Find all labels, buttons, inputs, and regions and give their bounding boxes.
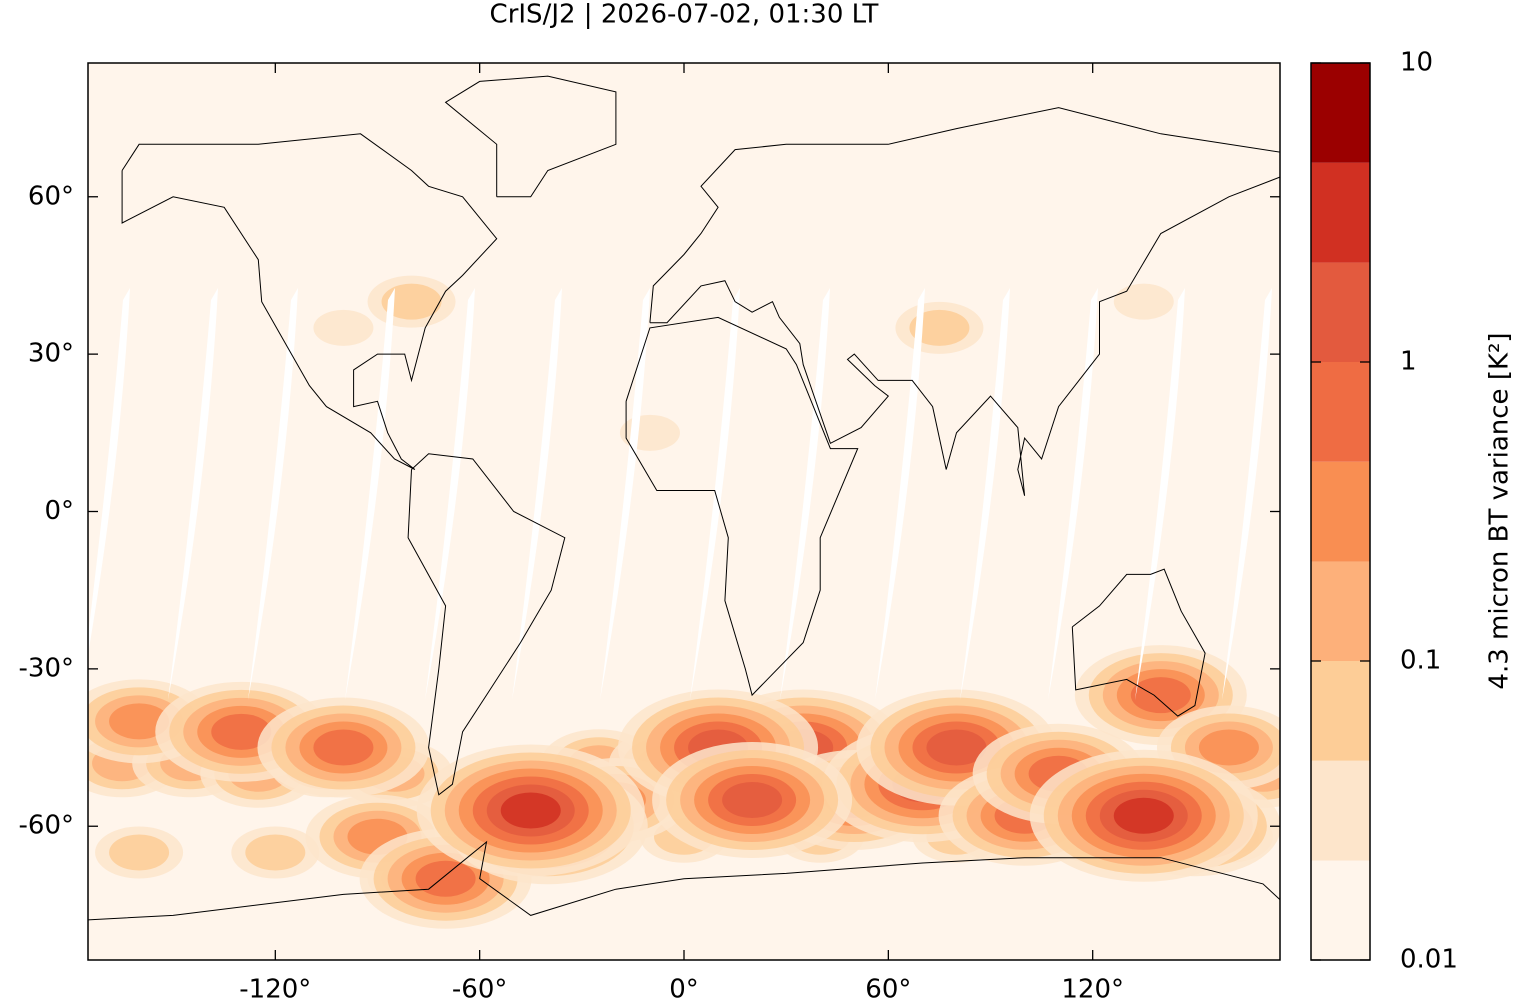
colorbar-label: 4.3 micron BT variance [K²] (1485, 332, 1515, 689)
swath-gap (168, 288, 218, 700)
y-tick-label: 60° (28, 181, 74, 211)
field-contour (1113, 283, 1174, 320)
colorbar-tick-label: 0.01 (1400, 945, 1458, 975)
field-contour (211, 713, 272, 750)
field-contour (313, 729, 374, 766)
chart-title: CrIS/J2 | 2026-07-02, 01:30 LT (490, 0, 879, 30)
field-contour (1113, 797, 1174, 834)
coastline (88, 840, 1280, 921)
swath-gap (1048, 288, 1098, 700)
x-tick-label: 0° (669, 975, 699, 1003)
swath-gap (425, 288, 475, 700)
field-contour (313, 309, 374, 346)
colorbar-level (1311, 760, 1370, 861)
colorbar-level (1311, 461, 1370, 562)
field-contour (109, 834, 170, 871)
colorbar-level (1311, 661, 1370, 761)
coastline (649, 107, 1280, 496)
map-area (88, 63, 1280, 960)
colorbar-level (1311, 362, 1370, 462)
field-contour (245, 834, 306, 871)
swath-gap (960, 288, 1010, 700)
field-contour (1198, 729, 1259, 766)
coastline (444, 75, 617, 198)
colorbar-tick-label: 0.1 (1400, 646, 1441, 676)
swath-gap (1222, 288, 1272, 700)
colorbar-level (1311, 162, 1370, 263)
x-tick-label: 60° (865, 975, 911, 1003)
colorbar-level (1311, 63, 1370, 163)
swath-gap (690, 288, 740, 700)
coastline (1071, 568, 1206, 717)
field-contour (500, 792, 561, 829)
swath-gap (1135, 288, 1185, 700)
colorbar-frame (1310, 62, 1371, 961)
colorbar-level (1311, 262, 1370, 362)
y-tick-label: -30° (19, 653, 74, 683)
colorbar: 0.01 0.1 1 10 (1310, 48, 1458, 975)
y-tick-label: 0° (44, 496, 74, 526)
swath-gap (248, 288, 298, 700)
swath-gap (512, 288, 562, 700)
colorbar-level (1311, 561, 1370, 661)
x-tick-label: -120° (239, 975, 311, 1003)
coastline (407, 453, 566, 796)
coastline (625, 316, 859, 697)
x-tick-label: 120° (1061, 975, 1124, 1003)
swath-gap (88, 288, 130, 655)
colorbar-level (1311, 860, 1370, 960)
swath-gap (875, 288, 925, 700)
colorbar-tick-label: 10 (1400, 48, 1433, 78)
field-contour (926, 729, 987, 766)
swath-gap (345, 288, 395, 700)
field-contour (1130, 677, 1191, 714)
x-tick-label: -60° (452, 975, 507, 1003)
field-contour (619, 414, 680, 451)
colorbar-tick-label: 1 (1400, 347, 1417, 377)
swath-gap (780, 288, 830, 700)
field-contour (722, 782, 783, 819)
y-tick-label: 30° (28, 339, 74, 369)
field-contour (415, 860, 476, 897)
field-contour (381, 283, 442, 320)
coastline (121, 133, 498, 470)
field (88, 275, 1280, 929)
field-contour (909, 309, 970, 346)
field-contour (109, 703, 170, 740)
y-tick-label: -60° (19, 811, 74, 841)
swath-gap (600, 288, 650, 700)
